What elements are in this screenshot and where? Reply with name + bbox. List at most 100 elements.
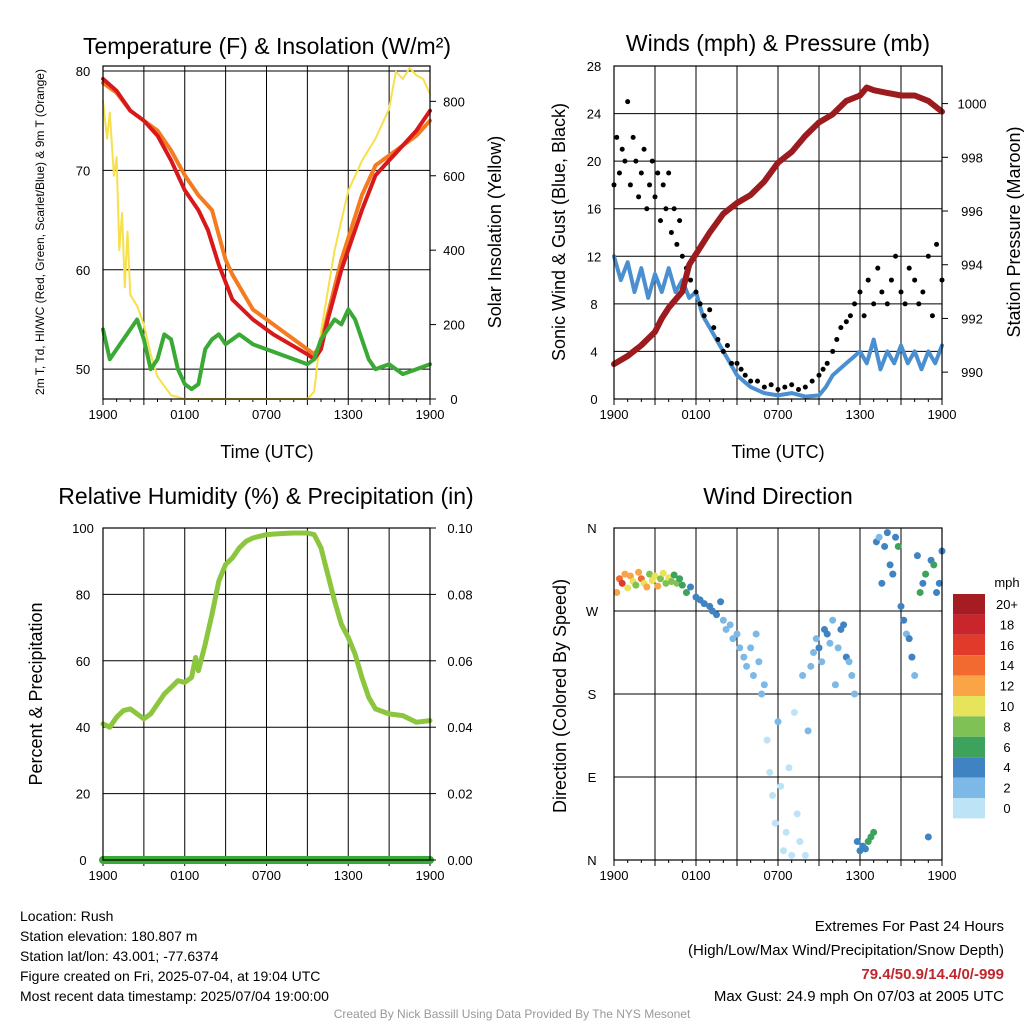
- gust-point: [738, 366, 744, 372]
- temperature-insolation-panel: 1900 0100 0700 1300 190050607080020040060080…: [33, 33, 505, 462]
- wind-direction-point: [659, 569, 667, 577]
- wind-direction-point: [766, 768, 774, 776]
- extremes-values: 79.4/50.9/14.4/0/-999: [861, 966, 1004, 983]
- y2-tick-label: 992: [961, 311, 983, 326]
- gust-point: [707, 307, 713, 313]
- wind-direction-point: [911, 672, 919, 680]
- gust-point: [796, 386, 801, 392]
- gust-point: [711, 325, 717, 331]
- wind-direction-point: [777, 782, 785, 790]
- x-tick-label: 0700: [764, 407, 793, 422]
- y2-tick-label: 800: [443, 94, 465, 109]
- gust-point: [663, 206, 669, 212]
- y2-tick-label: 0.00: [447, 853, 472, 868]
- relative-humidity-line: [100, 530, 433, 730]
- gust-point: [916, 301, 922, 307]
- x-tick-label: 1900: [928, 407, 957, 422]
- wind-direction-point: [670, 571, 678, 579]
- wind-direction-point: [883, 529, 891, 537]
- wind-direction-point: [922, 570, 930, 578]
- gust-point: [630, 134, 636, 140]
- wind-direction-point: [826, 639, 834, 647]
- legend-swatch: [953, 594, 985, 615]
- gust-point: [619, 146, 625, 152]
- legend-label: 0: [1003, 801, 1010, 816]
- wind-direction-point: [785, 764, 793, 772]
- temp-9m-line: [101, 80, 432, 357]
- extremes-legend: (High/Low/Max Wind/Precipitation/Snow De…: [688, 942, 1004, 959]
- wind-direction-point: [916, 589, 924, 597]
- info-location: Location: Rush: [20, 908, 114, 924]
- panel-title: Temperature (F) & Insolation (W/m²): [83, 33, 451, 59]
- legend-swatch: [953, 798, 985, 819]
- gust-point: [701, 313, 707, 319]
- gust-point: [614, 134, 620, 140]
- wind-direction-point: [743, 662, 751, 670]
- wind-direction-point: [774, 718, 782, 726]
- wind-direction-point: [799, 672, 807, 680]
- pressure-line: [611, 84, 945, 368]
- x-tick-label: 0700: [252, 407, 281, 422]
- y-tick-label: 80: [76, 64, 90, 79]
- y-tick-label: 40: [76, 720, 90, 735]
- y-tick-label: 12: [587, 249, 601, 264]
- wind-direction-point: [801, 851, 809, 859]
- legend-swatch: [953, 716, 985, 737]
- y-tick-label: E: [588, 770, 597, 785]
- y2-tick-label: 200: [443, 318, 465, 333]
- y-tick-label: 0: [79, 853, 86, 868]
- x-tick-label: 0100: [170, 407, 199, 422]
- y2-tick-label: 994: [961, 258, 983, 273]
- legend-swatch: [953, 614, 985, 635]
- wind-direction-point: [848, 672, 856, 680]
- wind-direction-point: [713, 611, 720, 619]
- wind-direction-panel: 1900 0100 0700 1300 1900 N E S W N Wind Direction D…: [550, 483, 956, 883]
- gust-point: [920, 289, 926, 295]
- gust-point: [843, 319, 849, 325]
- wind-direction-point: [760, 681, 768, 689]
- gust-point: [647, 182, 653, 188]
- wind-direction-point: [845, 658, 853, 666]
- gust-point: [893, 253, 899, 259]
- wind-direction-point: [758, 690, 766, 698]
- wind-direction-point: [788, 851, 796, 859]
- info-created: Figure created on Fri, 2025-07-04, at 19…: [20, 968, 321, 984]
- gust-point: [820, 366, 826, 372]
- gust-point: [857, 289, 863, 295]
- wind-direction-point: [831, 681, 839, 689]
- wind-direction-point: [818, 658, 826, 666]
- gust-point: [679, 253, 685, 259]
- x-tick-label: 1300: [846, 407, 875, 422]
- wind-direction-point: [881, 542, 889, 550]
- y-tick-label: 70: [76, 163, 90, 178]
- gust-point: [830, 348, 836, 354]
- legend-label: 20+: [996, 597, 1018, 612]
- gust-point: [729, 360, 735, 366]
- wind-direction-point: [646, 570, 654, 578]
- y2-tick-label: 0: [450, 392, 457, 407]
- y-axis-title: 2m T, Td, HI/WC (Red, Green, Scarlet/Blu…: [33, 69, 47, 395]
- gust-point: [906, 265, 912, 271]
- wind-speed-legend: mph 20+ 18 16 14 12 10 8 6 4 2 0: [953, 575, 1020, 819]
- gust-point: [852, 301, 858, 307]
- wind-direction-point: [632, 581, 640, 589]
- gust-point: [655, 170, 661, 176]
- gust-point: [622, 158, 628, 164]
- gust-point: [657, 218, 663, 224]
- y2-tick-label: 0.08: [447, 587, 472, 602]
- x-tick-label: 1900: [89, 407, 118, 422]
- gust-point: [847, 313, 853, 319]
- gust-point: [674, 241, 680, 247]
- wind-direction-point: [736, 644, 744, 652]
- legend-swatch: [953, 675, 985, 696]
- y-tick-label: S: [588, 687, 597, 702]
- wind-direction-point: [861, 845, 869, 853]
- gust-point: [898, 289, 904, 295]
- legend-swatch: [953, 757, 985, 778]
- x-axis-title: Time (UTC): [220, 442, 313, 462]
- plot-border: [102, 527, 431, 861]
- gust-point: [671, 206, 677, 212]
- gust-point: [625, 99, 631, 105]
- legend-label: 16: [1000, 638, 1014, 653]
